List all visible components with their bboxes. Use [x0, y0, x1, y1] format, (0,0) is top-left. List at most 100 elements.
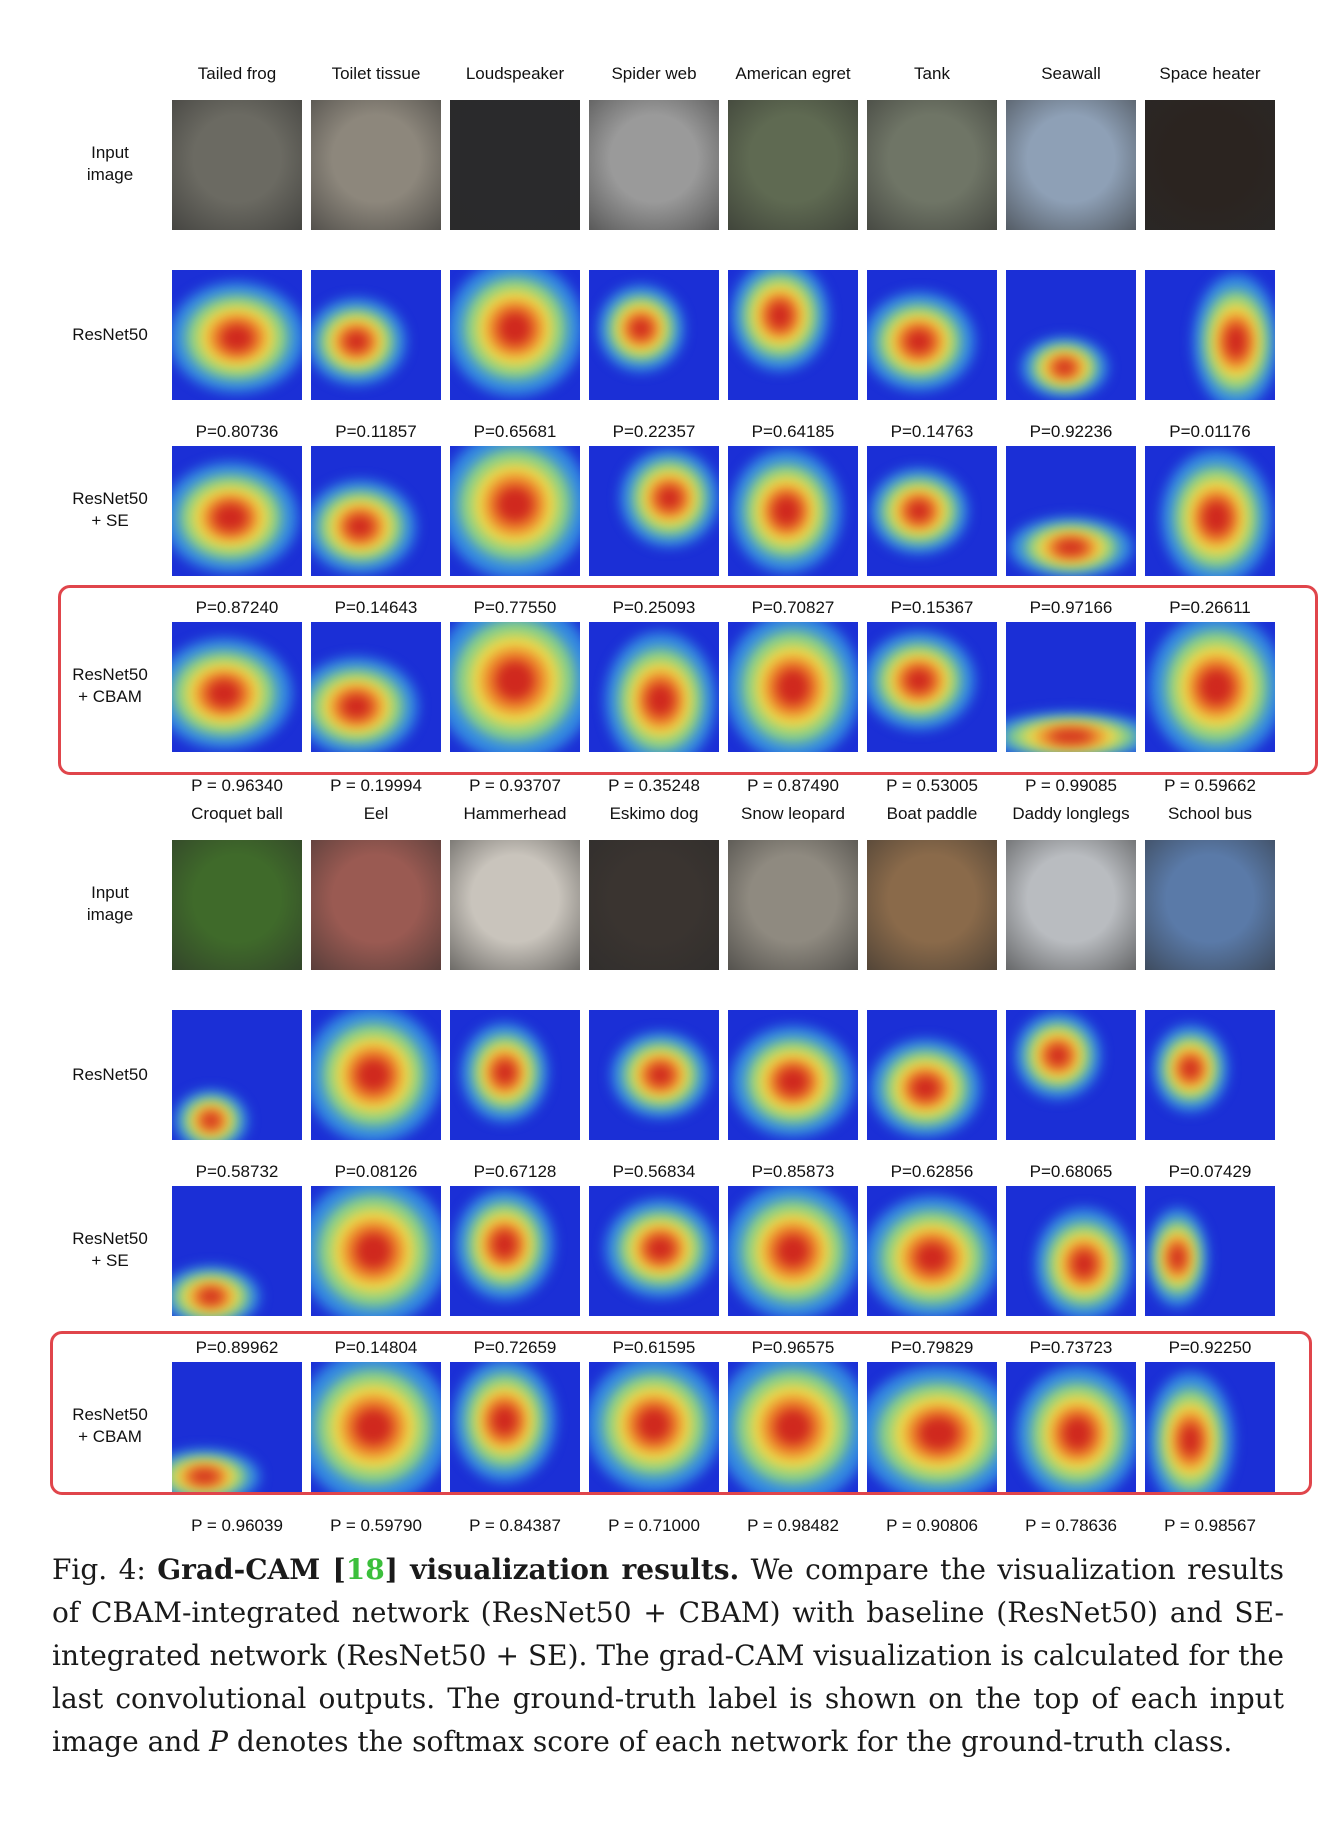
row-label-input-image: Input image [50, 142, 170, 186]
softmax-score: P = 0.99085 [1025, 776, 1117, 795]
input-image [450, 840, 580, 970]
heatmap-region [497, 311, 533, 346]
citation-link[interactable]: 18 [345, 1553, 385, 1586]
softmax-score: P = 0.35248 [608, 776, 700, 795]
input-image [728, 100, 858, 230]
grad-cam-image [1006, 1186, 1136, 1316]
heatmap-region [1061, 1416, 1094, 1451]
softmax-score: P=0.92236 [1029, 422, 1113, 441]
class-label: Eel [363, 804, 389, 823]
heatmap-region [906, 500, 932, 522]
p-symbol: P [209, 1725, 228, 1758]
softmax-score: P=0.65681 [473, 422, 557, 441]
grad-cam-image [1145, 1362, 1275, 1492]
softmax-score: P=0.08126 [334, 1162, 418, 1181]
grad-cam-image [867, 1362, 997, 1492]
photo-placeholder [311, 840, 441, 970]
class-label: Snow leopard [741, 804, 845, 823]
grad-cam-image [1145, 1186, 1275, 1316]
grad-cam-heatmap [867, 270, 997, 400]
photo-placeholder [1006, 100, 1136, 230]
heatmap-region [775, 668, 811, 706]
row-label-resnet50-se-line: ResNet50 [72, 1229, 148, 1248]
photo-placeholder [728, 840, 858, 970]
row-label-input-image: Input image [50, 882, 170, 926]
cbam-highlight-box [50, 1331, 1312, 1495]
grad-cam-image [867, 270, 997, 400]
grad-cam-heatmap [1145, 622, 1275, 752]
grad-cam-image [867, 446, 997, 576]
softmax-score: P = 0.71000 [608, 1516, 700, 1535]
softmax-score: P=0.14643 [334, 598, 418, 617]
grad-cam-image [589, 622, 719, 752]
grad-cam-image [728, 1010, 858, 1140]
class-label: Eskimo dog [609, 804, 699, 823]
grad-cam-heatmap [311, 1362, 441, 1492]
heatmap-region [767, 301, 793, 330]
photo-placeholder [589, 100, 719, 230]
figure-title: Grad-CAM [18] visualization results. [157, 1553, 739, 1586]
row-label-resnet50-cbam-line: ResNet50 [72, 665, 148, 684]
class-label: Tank [914, 64, 950, 83]
class-label: School bus [1167, 804, 1253, 823]
photo-placeholder [589, 840, 719, 970]
softmax-score: P=0.11857 [335, 422, 417, 441]
input-image [589, 100, 719, 230]
input-image [867, 840, 997, 970]
grad-cam-image [589, 1186, 719, 1316]
photo-placeholder [311, 100, 441, 230]
caption-body-a: We compare the visualization results of … [52, 1553, 1285, 1758]
grad-cam-image [311, 1010, 441, 1140]
heatmap-region [344, 330, 369, 353]
grad-cam-image [728, 622, 858, 752]
heatmap-region [492, 1230, 518, 1259]
softmax-score: P=0.70827 [751, 598, 835, 617]
heatmap-region [1053, 359, 1076, 376]
grad-cam-heatmap [172, 622, 302, 752]
grad-cam-heatmap [589, 1010, 719, 1140]
photo-placeholder [1145, 840, 1275, 970]
grad-cam-heatmap [311, 446, 441, 576]
grad-cam-image [450, 622, 580, 752]
grad-cam-heatmap [867, 1010, 997, 1140]
heatmap-region [206, 679, 242, 708]
input-image [1145, 840, 1275, 970]
heatmap-region [657, 485, 683, 511]
softmax-score: P=0.58732 [195, 1162, 279, 1181]
input-image [172, 100, 302, 230]
heatmap-region [1199, 668, 1234, 706]
heatmap-region [496, 485, 534, 524]
grad-cam-heatmap [589, 270, 719, 400]
softmax-score: P=0.96575 [751, 1338, 835, 1357]
heatmap-region [1049, 730, 1093, 743]
softmax-score: P=0.85873 [751, 1162, 835, 1181]
grad-cam-image [589, 1010, 719, 1140]
heatmap-region [1179, 1422, 1202, 1458]
input-image [1006, 100, 1136, 230]
grad-cam-heatmap [728, 622, 858, 752]
grad-cam-heatmap [450, 270, 580, 400]
class-label: Croquet ball [191, 804, 283, 823]
figure-caption: Fig. 4: Grad-CAM [18] visualization resu… [52, 1548, 1284, 1763]
grad-cam-image [728, 270, 858, 400]
grad-cam-heatmap [1006, 1010, 1136, 1140]
heatmap-region [190, 1469, 219, 1484]
photo-placeholder [867, 840, 997, 970]
row-label-resnet50-se: ResNet50 + SE [50, 488, 170, 532]
figure-number: Fig. 4: [52, 1553, 146, 1586]
softmax-score: P=0.92250 [1168, 1338, 1252, 1357]
softmax-score: P=0.07429 [1168, 1162, 1252, 1181]
heatmap-region [494, 660, 536, 701]
heatmap-region [914, 1241, 950, 1274]
grad-cam-heatmap [589, 446, 719, 576]
grad-cam-heatmap [728, 1186, 858, 1316]
photo-placeholder [1145, 100, 1275, 230]
row-label-resnet50-line: ResNet50 [72, 1065, 148, 1084]
grad-cam-heatmap [1006, 1186, 1136, 1316]
input-image [1006, 840, 1136, 970]
grad-cam-heatmap [450, 622, 580, 752]
heatmap-region [646, 682, 675, 718]
grad-cam-heatmap [1145, 1362, 1275, 1492]
grad-cam-image [728, 1362, 858, 1492]
softmax-score: P=0.72659 [473, 1338, 557, 1357]
